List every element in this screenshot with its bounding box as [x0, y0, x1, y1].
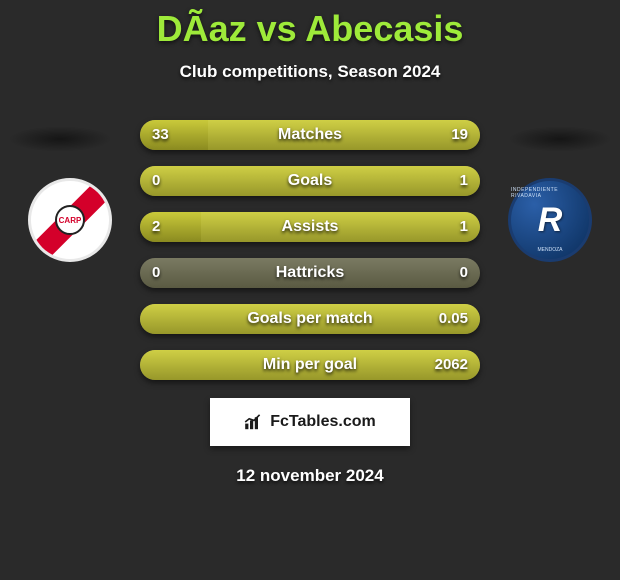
bar-label: Goals [140, 166, 480, 196]
stat-row: 33Matches19 [140, 120, 480, 150]
chart-area: CARP INDEPENDIENTE RIVADAVIA R MENDOZA 3… [0, 120, 620, 380]
bar-value-right: 19 [451, 120, 468, 150]
page-title: DÃ­az vs Abecasis [0, 8, 620, 50]
stat-row: 0Hattricks0 [140, 258, 480, 288]
bar-label: Matches [140, 120, 480, 150]
stat-row: Min per goal2062 [140, 350, 480, 380]
crest-right-ring-top: INDEPENDIENTE RIVADAVIA [511, 187, 589, 199]
date-text: 12 november 2024 [0, 466, 620, 486]
subtitle: Club competitions, Season 2024 [0, 62, 620, 82]
shadow-left [8, 126, 112, 152]
bar-label: Goals per match [140, 304, 480, 334]
bar-value-right: 1 [460, 166, 468, 196]
chart-icon [244, 414, 264, 430]
crest-left-badge: CARP [55, 205, 85, 235]
stat-row: Goals per match0.05 [140, 304, 480, 334]
watermark-text: FcTables.com [270, 413, 376, 431]
bar-label: Hattricks [140, 258, 480, 288]
infographic-container: DÃ­az vs Abecasis Club competitions, Sea… [0, 0, 620, 580]
bar-value-right: 2062 [435, 350, 468, 380]
watermark: FcTables.com [210, 398, 410, 446]
bar-value-right: 0 [460, 258, 468, 288]
crest-right-letter: R [538, 201, 563, 240]
bar-label: Assists [140, 212, 480, 242]
bar-value-right: 0.05 [439, 304, 468, 334]
stat-bars: 33Matches190Goals12Assists10Hattricks0Go… [140, 120, 480, 380]
bar-value-right: 1 [460, 212, 468, 242]
stat-row: 2Assists1 [140, 212, 480, 242]
stat-row: 0Goals1 [140, 166, 480, 196]
shadow-right [508, 126, 612, 152]
bar-label: Min per goal [140, 350, 480, 380]
team-crest-right: INDEPENDIENTE RIVADAVIA R MENDOZA [508, 178, 592, 262]
crest-right-ring-bottom: MENDOZA [538, 247, 563, 253]
team-crest-left: CARP [28, 178, 112, 262]
